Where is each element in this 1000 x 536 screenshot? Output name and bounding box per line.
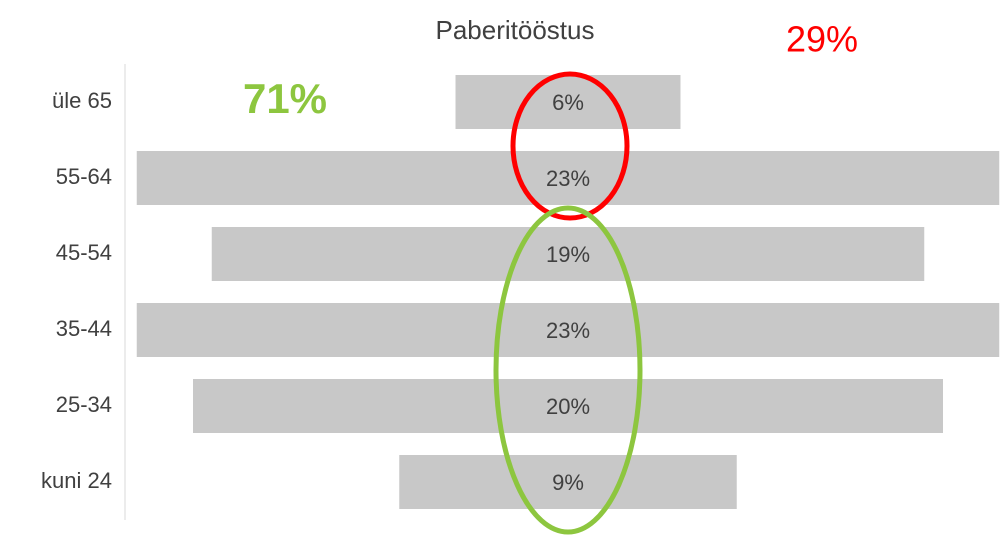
bar bbox=[136, 303, 1000, 357]
y-tick-label: 25-34 bbox=[56, 392, 112, 417]
data-label: 23% bbox=[546, 318, 590, 343]
annotation: 71% bbox=[243, 75, 327, 122]
bar bbox=[211, 227, 925, 281]
highlight-ellipse bbox=[510, 71, 630, 221]
y-tick-label: 35-44 bbox=[56, 316, 112, 341]
bar bbox=[455, 75, 681, 129]
y-tick-label: 45-54 bbox=[56, 240, 112, 265]
data-label: 6% bbox=[552, 90, 584, 115]
bars bbox=[136, 75, 1000, 509]
y-tick-label: 55-64 bbox=[56, 164, 112, 189]
y-tick-label: üle 65 bbox=[52, 88, 112, 113]
data-label: 20% bbox=[546, 394, 590, 419]
highlight-ellipse bbox=[493, 205, 643, 535]
chart-title: Paberitööstus bbox=[436, 15, 595, 45]
data-label: 19% bbox=[546, 242, 590, 267]
annotation: 29% bbox=[786, 19, 858, 60]
y-tick-label: kuni 24 bbox=[41, 468, 112, 493]
data-label: 9% bbox=[552, 470, 584, 495]
bar bbox=[193, 379, 943, 433]
bar bbox=[136, 151, 1000, 205]
labels: üle 65 6% 55-64 23% 45-54 19% 35-44 23% 25-34 20%… bbox=[41, 88, 590, 495]
data-label: 23% bbox=[546, 166, 590, 191]
bar bbox=[399, 455, 737, 509]
